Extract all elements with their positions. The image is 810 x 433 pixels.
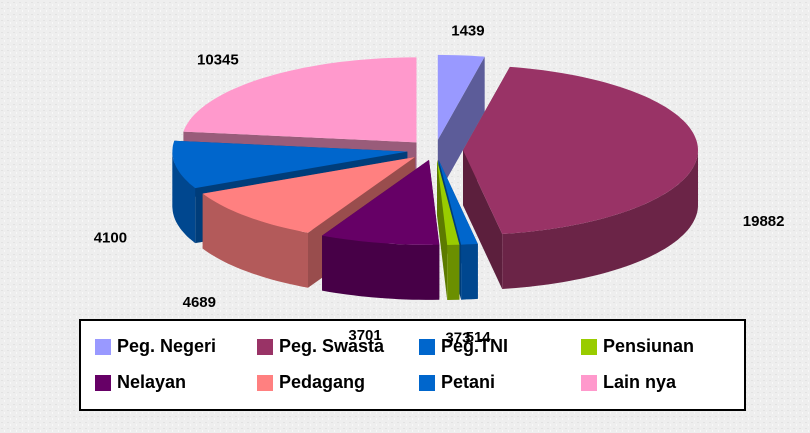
data-label: 1439: [451, 23, 484, 40]
legend-label: Peg. Negeri: [117, 336, 216, 356]
slice: [322, 159, 440, 245]
data-label: 4100: [94, 230, 127, 247]
legend-label: Peg.TNI: [441, 336, 508, 356]
slice-side: [461, 243, 478, 300]
legend-swatch: [419, 339, 435, 355]
slice-side: [172, 151, 196, 244]
legend-label: Pensiunan: [603, 336, 694, 356]
slice-side: [502, 150, 698, 289]
data-label: 4689: [183, 294, 216, 311]
slice-side: [202, 193, 308, 288]
legend-swatch: [95, 339, 111, 355]
legend-swatch: [95, 375, 111, 391]
legend-swatch: [257, 375, 273, 391]
tops: [172, 54, 698, 245]
slice: [437, 54, 485, 140]
legend-label: Pedagang: [279, 372, 365, 392]
slice: [202, 157, 415, 233]
slice: [183, 57, 417, 143]
data-label: 3701: [348, 327, 381, 344]
legend-swatch: [257, 339, 273, 355]
legend-label: Petani: [441, 372, 495, 392]
slice-side: [463, 150, 503, 289]
data-label: 10345: [197, 52, 239, 69]
slice: [438, 160, 478, 245]
legend-label: Nelayan: [117, 372, 186, 392]
slice-side: [437, 160, 448, 300]
legend-box: [79, 319, 746, 411]
legend-label: Lain nya: [603, 372, 677, 392]
data-label: 19882: [743, 213, 785, 230]
slice-side: [322, 235, 440, 300]
slice: [463, 66, 698, 235]
legend-label: Peg. Swasta: [279, 336, 385, 356]
data-label: 514: [466, 329, 492, 346]
legend-swatch: [581, 375, 597, 391]
slice-side: [437, 56, 485, 195]
legend-swatch: [419, 375, 435, 391]
legend-swatch: [581, 339, 597, 355]
data-label: 373: [445, 330, 470, 347]
slice: [172, 140, 408, 189]
slice: [437, 160, 460, 245]
slice-side: [447, 244, 460, 300]
